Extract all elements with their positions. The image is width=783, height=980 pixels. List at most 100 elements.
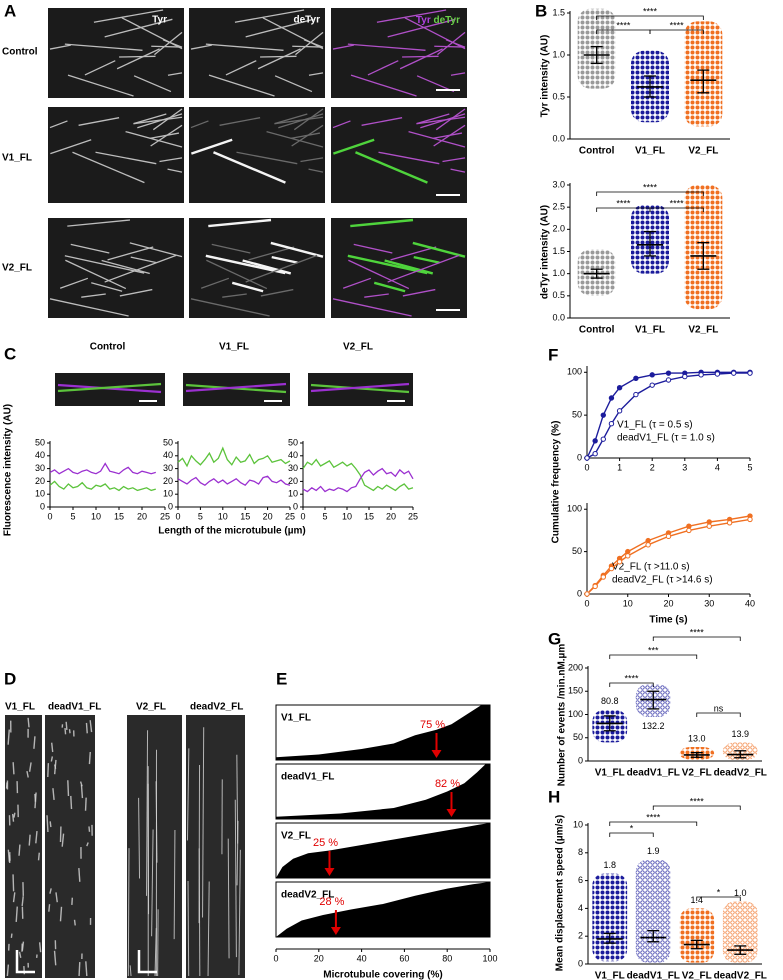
kymo-label: deadV2_FL — [190, 702, 243, 713]
filament — [434, 45, 466, 48]
coverage-shape — [276, 764, 490, 819]
filament — [208, 74, 275, 97]
x-tick-label: 4 — [715, 462, 720, 472]
y-tick-label: 0.0 — [552, 133, 565, 143]
x-tick-label: 25 — [408, 511, 418, 521]
filament — [107, 246, 154, 261]
filament — [342, 277, 372, 289]
y-axis-label: Cumulative frequency (%) — [551, 421, 562, 544]
category-label: V1_FL — [635, 146, 665, 157]
filament — [150, 124, 183, 147]
filament — [378, 151, 440, 165]
filament — [413, 255, 440, 264]
significance-label: **** — [624, 673, 639, 683]
chart-title: Control — [90, 342, 126, 353]
scale-bar — [137, 950, 157, 974]
significance-label: **** — [643, 182, 658, 192]
filament — [260, 288, 294, 297]
y-tick-label: 0 — [40, 501, 45, 511]
point — [584, 591, 590, 597]
point — [706, 523, 712, 529]
y-tick-label: 1.5 — [552, 7, 565, 17]
category-label: V1_FL — [635, 325, 665, 336]
row-label: Control — [2, 47, 38, 58]
filament — [376, 9, 447, 23]
y-tick-label: 2 — [578, 931, 583, 941]
filament — [49, 44, 71, 50]
x-tick-label: 100 — [482, 953, 497, 963]
x-tick-label: 60 — [399, 953, 409, 963]
kymo-track — [50, 756, 54, 762]
filament — [308, 72, 324, 76]
category-label: V2_FL — [682, 971, 712, 980]
filament — [104, 254, 177, 283]
filament — [154, 31, 183, 56]
kymo-track — [207, 881, 210, 977]
filament — [125, 130, 183, 148]
category-label: V2_FL — [688, 146, 718, 157]
filament — [367, 60, 399, 76]
significance-bracket — [696, 712, 741, 717]
y-tick-label: 10 — [288, 489, 298, 499]
data-cloud — [592, 873, 628, 962]
x-tick-label: 20 — [386, 511, 396, 521]
kymo-track — [52, 788, 55, 801]
kymo-label: V1_FL — [5, 702, 35, 713]
fit-line — [586, 372, 750, 459]
data-cloud — [635, 859, 671, 963]
kymo-track — [127, 848, 130, 977]
panel-label: F — [548, 345, 558, 364]
filament — [57, 382, 162, 393]
kymo-track — [35, 831, 38, 844]
x-tick-label: 0 — [300, 511, 305, 521]
kymo-track — [73, 919, 76, 926]
filament — [49, 120, 68, 129]
kymo-track — [61, 833, 65, 847]
x-tick-label: 10 — [623, 598, 633, 608]
filament — [213, 151, 286, 184]
y-tick-label: 0 — [578, 958, 583, 968]
point — [592, 451, 598, 457]
x-tick-label: 5 — [70, 511, 75, 521]
kymo-track — [198, 848, 201, 977]
y-tick-label: 0.0 — [552, 312, 565, 322]
y-tick-label: 20 — [163, 476, 173, 486]
x-tick-label: 15 — [364, 511, 374, 521]
y-tick-label: 0 — [577, 452, 582, 462]
micrograph — [331, 8, 467, 98]
value-label: 75 % — [420, 719, 445, 731]
filament — [59, 277, 89, 289]
point — [747, 516, 753, 523]
kymo-track — [67, 780, 70, 797]
kymo-track — [12, 892, 16, 903]
x-tick-label: 5 — [198, 511, 203, 521]
point — [633, 375, 639, 381]
filament — [119, 288, 153, 297]
category-label: deadV1_FL — [627, 768, 680, 779]
kymo-track — [151, 829, 154, 937]
x-tick-label: 3 — [682, 462, 687, 472]
value-label: 1.9 — [647, 846, 660, 856]
value-label: 82 % — [435, 778, 460, 790]
filament — [208, 218, 272, 228]
value-label: 80.8 — [601, 696, 619, 706]
panel-label: E — [276, 669, 287, 688]
y-tick-label: 50 — [163, 437, 173, 447]
point — [649, 372, 655, 378]
filament — [133, 113, 167, 125]
x-tick-label: 0 — [584, 462, 589, 472]
kymo-track — [37, 852, 40, 861]
significance-bracket — [649, 207, 704, 212]
filament — [129, 242, 183, 258]
category-label: deadV1_FL — [627, 971, 680, 980]
point — [616, 559, 623, 565]
x-tick-label: 10 — [91, 511, 101, 521]
filament — [290, 132, 321, 140]
category-label: V1_FL — [595, 768, 625, 779]
y-tick-label: 1.5 — [552, 246, 565, 256]
filament — [332, 44, 354, 50]
panel-label: A — [4, 1, 16, 20]
significance-label: **** — [643, 6, 658, 16]
significance-bracket — [609, 821, 698, 826]
filament — [271, 255, 298, 264]
